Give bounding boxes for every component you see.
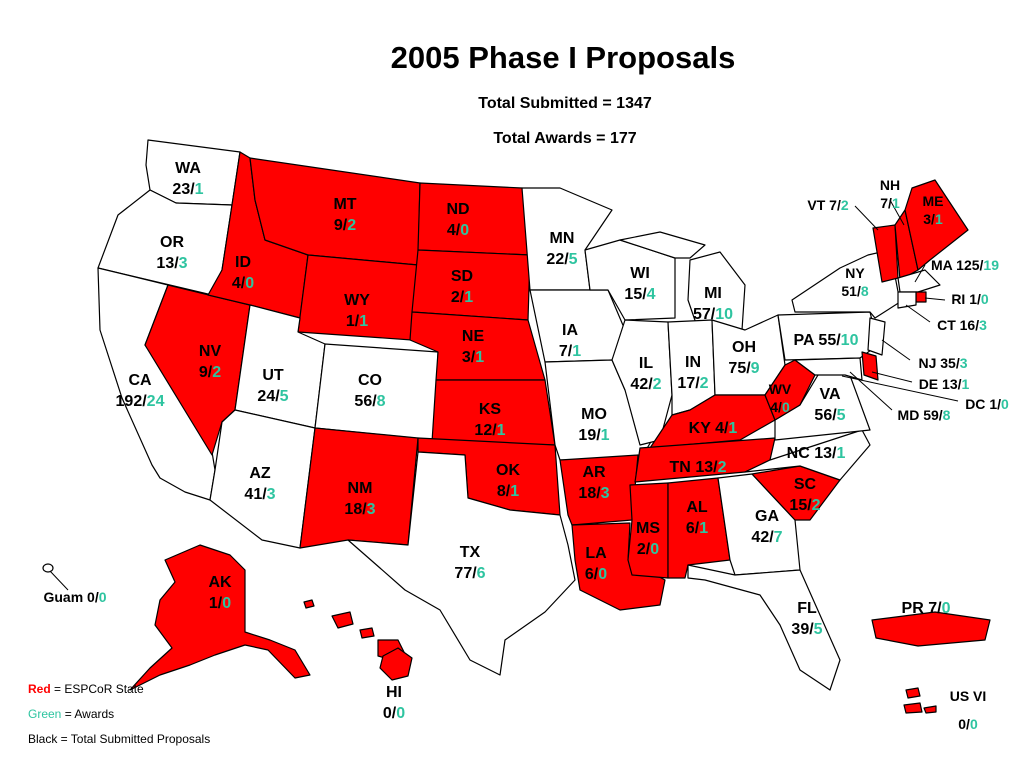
state-MI-upper[interactable] <box>619 231 706 259</box>
state-ND[interactable] <box>417 182 531 256</box>
label-GU: Guam 0/0 <box>43 589 107 605</box>
state-ME[interactable] <box>904 179 969 271</box>
state-RI[interactable] <box>915 291 927 303</box>
territory-PR[interactable] <box>871 611 991 647</box>
label-KS: KS 12/1 <box>474 401 506 439</box>
label-IA: IA 7/1 <box>558 322 582 360</box>
label-FL: FL 39/5 <box>791 600 823 638</box>
label-ID: ID 4/0 <box>231 254 255 292</box>
state-DE[interactable] <box>861 351 879 381</box>
page-title: 2005 Phase I Proposals <box>340 40 786 76</box>
label-MN: MN 22/5 <box>546 230 578 268</box>
label-OK: OK 8/1 <box>496 462 520 500</box>
territory-VI-3[interactable] <box>923 705 937 714</box>
label-IL: IL 42/2 <box>630 355 662 393</box>
leader-GU <box>49 570 69 591</box>
state-CT[interactable] <box>897 291 917 309</box>
label-MS: MS 2/0 <box>636 520 660 558</box>
label-TN: TN 13/2 <box>669 459 727 476</box>
legend-red: Red = ESPCoR State <box>28 682 144 696</box>
state-MD[interactable] <box>794 357 863 381</box>
label-CT: CT 16/3 <box>937 317 987 333</box>
leader-DC <box>841 375 959 402</box>
leader-NJ <box>881 339 911 361</box>
total-awards: Total Awards = 177 <box>493 130 637 147</box>
label-GA: GA 42/7 <box>751 508 783 546</box>
label-AZ: AZ 41/3 <box>244 465 276 503</box>
label-AL: AL 6/1 <box>685 499 709 537</box>
state-HI-big[interactable] <box>379 647 413 681</box>
label-OH: OH 75/9 <box>728 339 760 377</box>
legend-black: Black = Total Submitted Proposals <box>28 732 211 746</box>
label-SD: SD 2/1 <box>450 268 474 306</box>
state-HI-3[interactable] <box>359 627 375 639</box>
label-VA: VA 56/5 <box>814 386 846 424</box>
leader-MA <box>914 264 926 283</box>
label-WA: WA 23/1 <box>172 160 204 198</box>
label-NE: NE 3/1 <box>461 328 485 366</box>
label-VI: US VI 0/0 <box>949 688 987 732</box>
state-AK[interactable] <box>129 544 311 691</box>
label-WY: WY 1/1 <box>344 292 370 330</box>
label-WV: WV 4/0 <box>768 381 792 415</box>
territory-VI-1[interactable] <box>905 687 921 699</box>
leader-VT <box>854 205 879 231</box>
state-FL[interactable] <box>687 564 841 691</box>
state-MA[interactable] <box>897 269 941 293</box>
label-VT: VT 7/2 <box>807 197 849 213</box>
leader-DE <box>871 371 913 383</box>
label-PA: PA 55/10 <box>793 332 859 349</box>
state-LA[interactable] <box>571 522 666 611</box>
leader-CT <box>905 304 931 323</box>
territory-GU[interactable] <box>42 563 54 573</box>
leader-NH <box>889 199 905 226</box>
total-submitted: Total Submitted = 1347 <box>478 95 652 112</box>
label-TX: TX 77/6 <box>454 544 486 582</box>
label-CA: CA 192/24 <box>115 372 165 410</box>
label-HI: HI 0/0 <box>382 684 406 722</box>
label-NH: NH 7/1 <box>879 177 901 211</box>
label-DE: DE 13/1 <box>918 376 970 392</box>
label-MT: MT 9/2 <box>333 196 357 234</box>
title-text: 2005 Phase I Proposals <box>390 40 736 75</box>
label-OR: OR 13/3 <box>156 234 188 272</box>
label-NV: NV 9/2 <box>198 343 222 381</box>
label-PR: PR 7/0 <box>901 600 951 617</box>
label-ME: ME 3/1 <box>922 193 944 227</box>
label-SC: SC 15/2 <box>789 476 821 514</box>
label-NY: NY 51/8 <box>841 265 869 299</box>
label-NC: NC 13/1 <box>786 445 846 462</box>
state-NJ[interactable] <box>867 317 886 356</box>
legend-green: Green = Awards <box>28 707 115 721</box>
state-AR[interactable] <box>559 454 639 526</box>
state-HI-1[interactable] <box>303 599 315 609</box>
label-NM: NM 18/3 <box>344 480 376 518</box>
label-NJ: NJ 35/3 <box>918 355 968 371</box>
label-AR: AR 18/3 <box>578 464 610 502</box>
label-LA: LA 6/0 <box>584 545 608 583</box>
label-KY: KY 4/1 <box>688 420 738 437</box>
state-TX[interactable] <box>347 451 576 676</box>
label-DC: DC 1/0 <box>965 396 1009 412</box>
label-AK: AK 1/0 <box>208 574 232 612</box>
label-MD: MD 59/8 <box>897 407 951 423</box>
label-MI: MI 57/10 <box>692 285 734 323</box>
leader-MD <box>849 371 893 411</box>
territory-VI-2[interactable] <box>903 702 923 714</box>
label-ND: ND 4/0 <box>446 201 470 239</box>
label-MA: MA 125/19 <box>931 257 999 273</box>
label-CO: CO 56/8 <box>354 372 386 410</box>
state-HI-2[interactable] <box>331 611 354 629</box>
leader-RI <box>924 297 946 301</box>
label-MO: MO 19/1 <box>578 406 610 444</box>
label-IN: IN 17/2 <box>677 354 709 392</box>
label-WI: WI 15/4 <box>624 265 656 303</box>
label-RI: RI 1/0 <box>951 291 989 307</box>
label-UT: UT 24/5 <box>257 367 289 405</box>
